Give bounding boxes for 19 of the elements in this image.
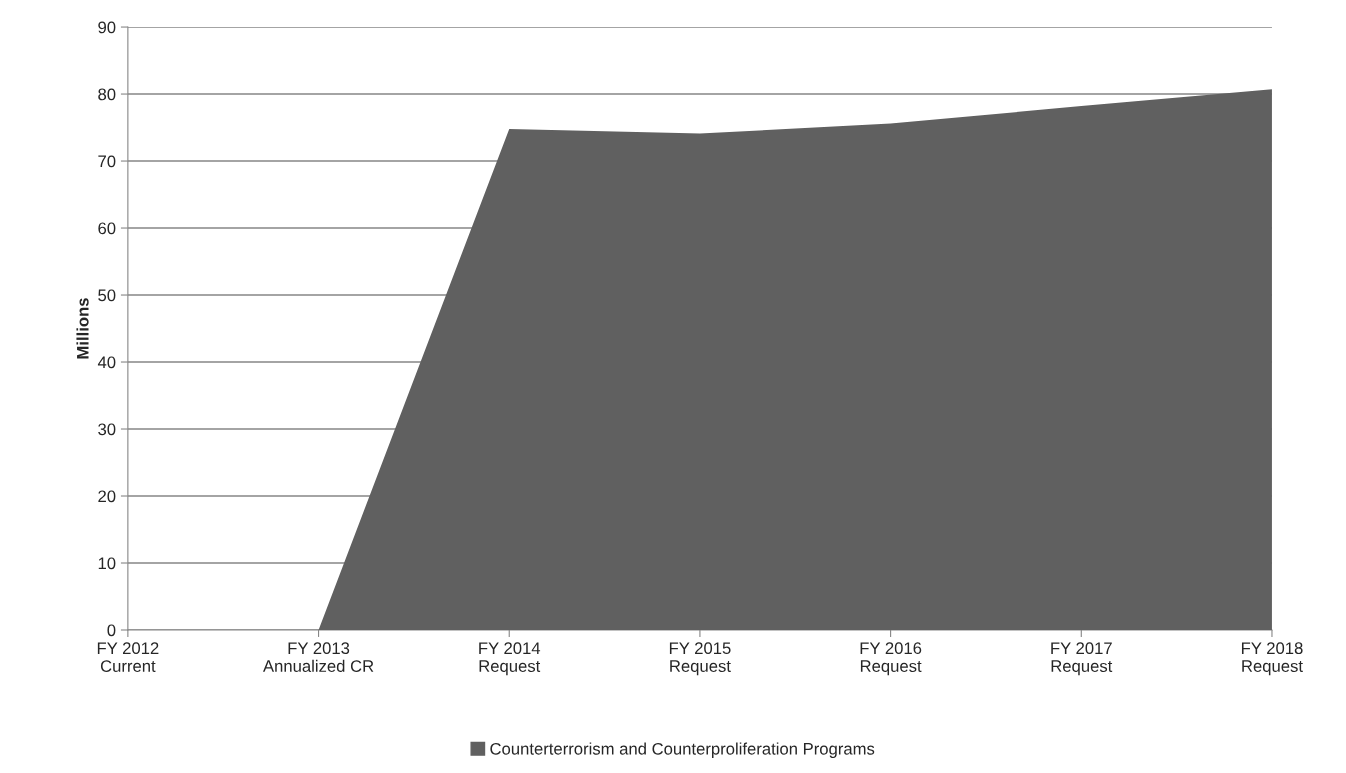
y-tick-label: 30: [98, 423, 116, 436]
x-tick-label: FY 2018 Request: [1241, 642, 1303, 676]
y-tick-label: 20: [98, 490, 116, 503]
y-tick-label: 10: [98, 557, 116, 570]
y-tick-label: 50: [98, 289, 116, 302]
y-tick-label: 70: [98, 155, 116, 168]
legend-label: Counterterrorism and Counterproliferation Programs: [490, 742, 875, 758]
x-tick-label: FY 2012 Current: [97, 642, 159, 672]
y-tick-label: 0: [107, 624, 116, 637]
y-tick-label: 80: [98, 88, 116, 101]
x-tick-label: FY 2015 Request: [669, 642, 731, 676]
y-axis-title: Millions: [76, 298, 89, 359]
x-tick-label: FY 2014 Request: [479, 642, 541, 676]
x-tick-label: FY 2017 Request: [1051, 642, 1113, 676]
y-tick-label: 60: [98, 222, 116, 235]
y-tick-label: 90: [98, 21, 116, 34]
x-tick-label: FY 2016 Request: [860, 642, 922, 676]
y-tick-label: 40: [97, 356, 116, 369]
x-tick-label: FY 2013 Annualized CR: [263, 642, 374, 672]
